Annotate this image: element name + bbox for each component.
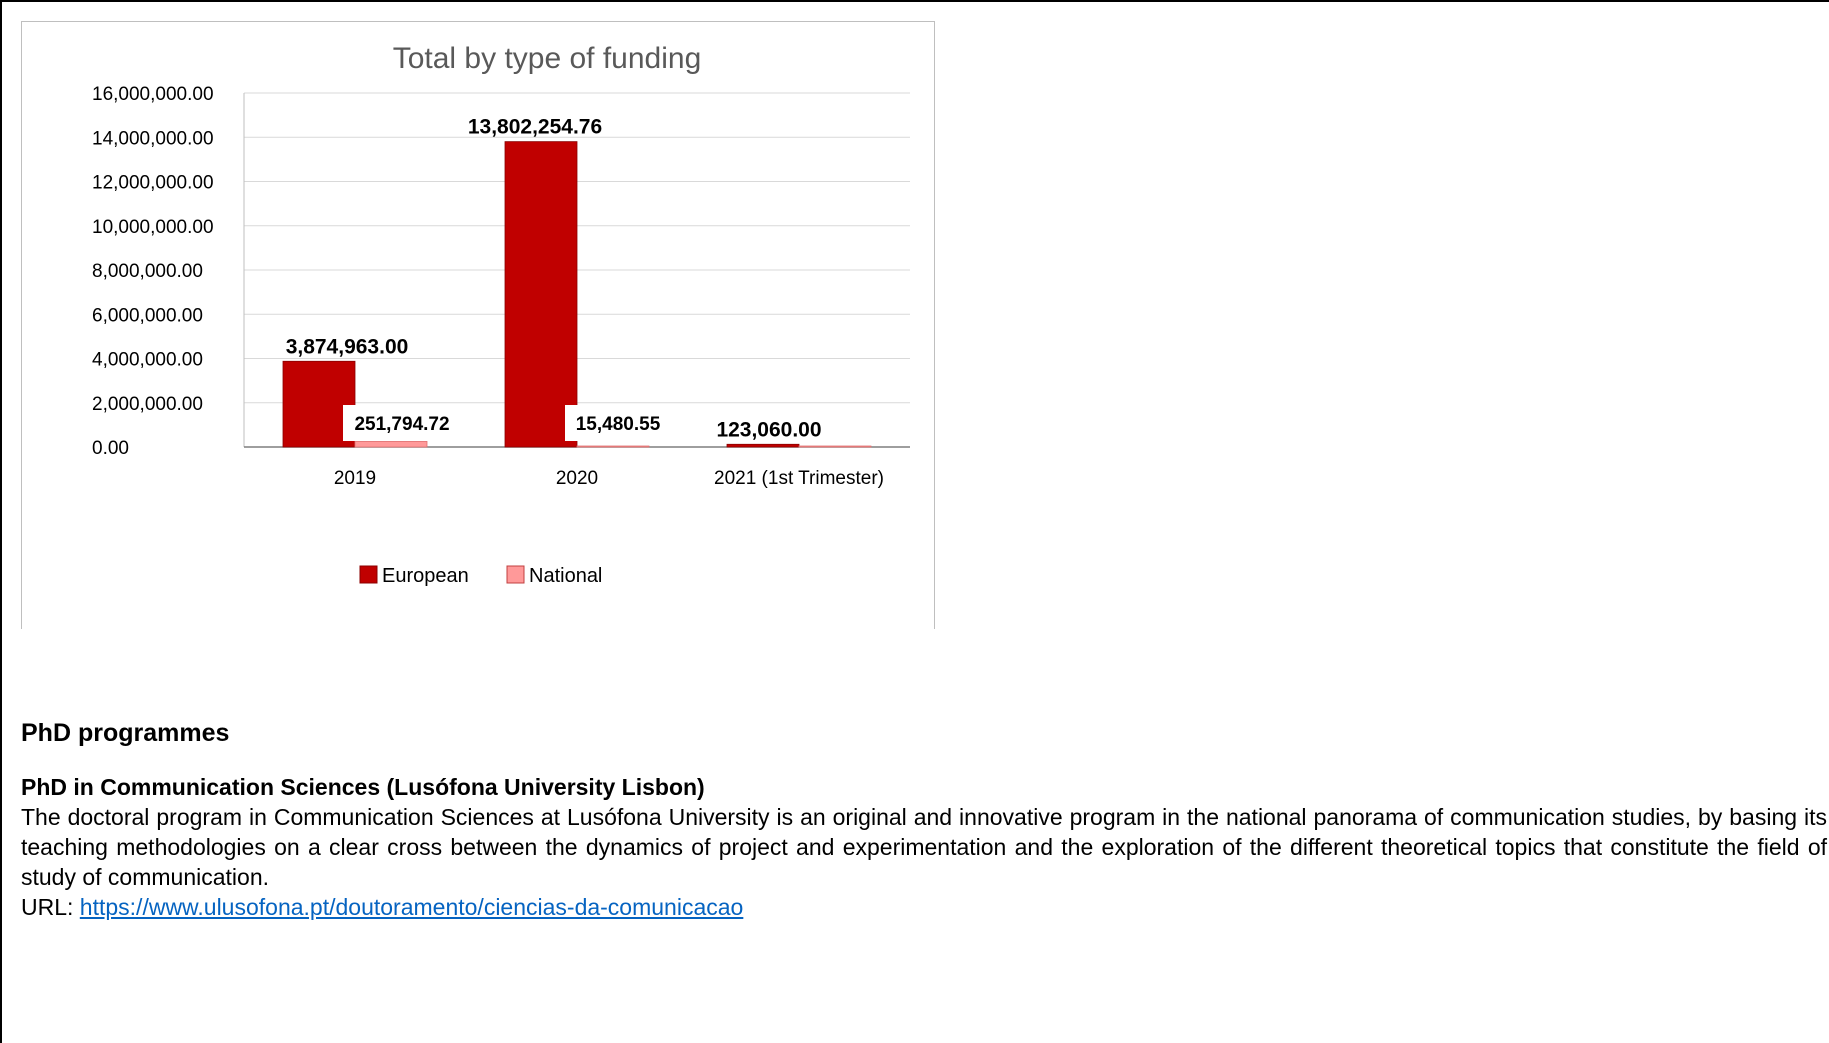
- bar-national: [798, 445, 872, 448]
- y-tick-label: 8,000,000.00: [92, 261, 203, 282]
- url-line: URL: https://www.ulusofona.pt/doutoramen…: [21, 892, 1827, 922]
- y-tick-label: 16,000,000.00: [92, 84, 214, 105]
- legend-label-national: National: [529, 565, 602, 587]
- y-tick-label: 0.00: [92, 438, 129, 459]
- y-tick-label: 14,000,000.00: [92, 128, 214, 149]
- funding-chart: Total by type of funding 0.00 2,000,000.00…: [21, 21, 935, 629]
- bar-european: [726, 443, 800, 448]
- legend-swatch-european: [359, 565, 378, 584]
- program-description: The doctoral program in Communication Sc…: [21, 804, 1827, 890]
- data-label-european: 3,874,963.00: [286, 335, 409, 358]
- phd-section: PhD programmes PhD in Communication Scie…: [21, 718, 1827, 922]
- bar-national: [354, 441, 428, 448]
- program-title: PhD in Communication Sciences (Lusófona …: [21, 774, 705, 800]
- y-tick-label: 12,000,000.00: [92, 173, 214, 194]
- program-url-link[interactable]: https://www.ulusofona.pt/doutoramento/ci…: [79, 894, 744, 920]
- chart-title: Total by type of funding: [393, 42, 702, 75]
- legend-swatch-national: [506, 565, 525, 584]
- funding-chart-svg: Total by type of funding 0.00 2,000,000.00…: [92, 42, 910, 587]
- legend-label-european: European: [382, 565, 469, 587]
- section-heading: PhD programmes: [21, 719, 230, 747]
- data-label-national: 15,480.55: [576, 414, 661, 435]
- data-label-national: 251,794.72: [354, 414, 449, 435]
- data-label-bg: [565, 405, 671, 441]
- bar-european: [504, 141, 578, 448]
- y-tick-label: 4,000,000.00: [92, 350, 203, 371]
- y-tick-label: 6,000,000.00: [92, 305, 203, 326]
- y-tick-label: 2,000,000.00: [92, 394, 203, 415]
- y-tick-label: 10,000,000.00: [92, 217, 214, 238]
- data-label-bg: [343, 405, 461, 441]
- x-tick-label: 2021 (1st Trimester): [714, 468, 884, 489]
- x-tick-label: 2019: [334, 468, 376, 489]
- bar-national: [576, 445, 650, 448]
- data-label-european: 123,060.00: [716, 418, 821, 441]
- data-label-european: 13,802,254.76: [468, 116, 602, 139]
- url-label: URL:: [21, 894, 80, 920]
- x-tick-label: 2020: [556, 468, 598, 489]
